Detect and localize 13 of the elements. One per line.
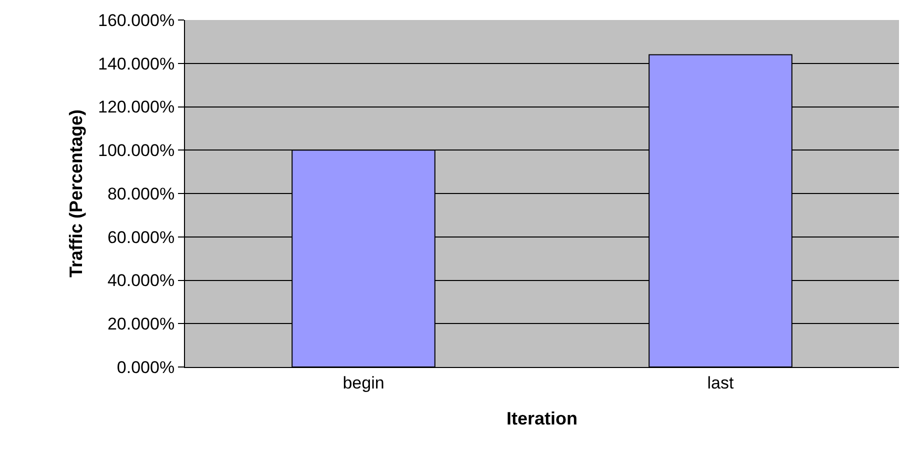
y-axis-title: Traffic (Percentage) <box>66 109 86 278</box>
y-tick-label: 60.000% <box>107 228 175 247</box>
x-tick-label: begin <box>342 373 384 392</box>
y-tick-label: 160.000% <box>98 10 175 30</box>
y-tick-label: 120.000% <box>98 98 175 117</box>
y-tick-label: 20.000% <box>107 314 175 334</box>
y-tick-label: 140.000% <box>98 54 175 74</box>
x-tick-label: last <box>707 373 734 392</box>
y-tick-label: 40.000% <box>107 271 175 290</box>
x-axis-title: Iteration <box>506 408 578 428</box>
y-tick-label: 80.000% <box>107 184 175 204</box>
y-tick-label: 100.000% <box>98 141 175 160</box>
y-tick-label: 0.000% <box>116 358 175 377</box>
